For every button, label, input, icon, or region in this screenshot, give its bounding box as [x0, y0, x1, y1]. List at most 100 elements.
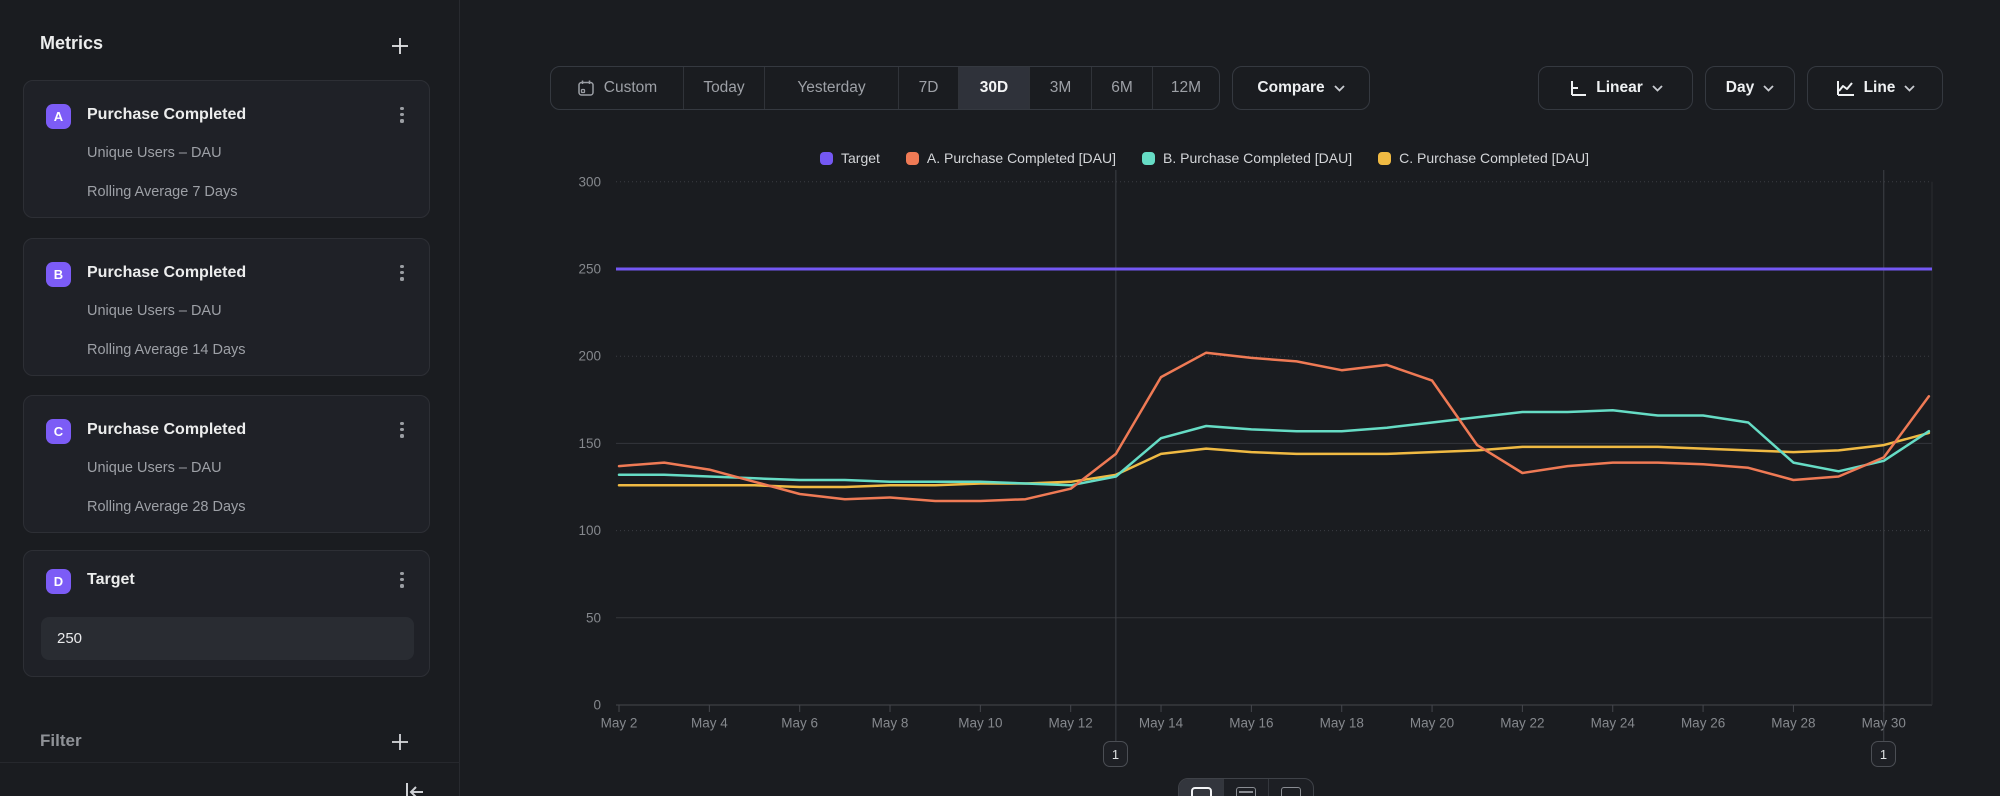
x-tick-label: May 28: [1771, 716, 1815, 731]
metric-measure[interactable]: Unique Users – DAU: [87, 460, 222, 476]
series-line-a: [617, 351, 1931, 503]
view-toggle-chart-table[interactable]: [1223, 779, 1268, 796]
y-tick-label: 300: [578, 174, 601, 189]
scale-label: Linear: [1596, 79, 1643, 96]
metric-card-b[interactable]: B Purchase Completed Unique Users – DAU …: [23, 238, 430, 376]
range-label: Today: [703, 79, 745, 96]
metric-rolling[interactable]: Rolling Average 28 Days: [87, 499, 246, 515]
range-label: Custom: [603, 79, 658, 96]
x-tick-label: May 8: [872, 716, 909, 731]
metric-badge: D: [46, 569, 71, 594]
legend-swatch: [1142, 151, 1156, 165]
plus-icon: [392, 734, 408, 750]
x-tick-label: May 10: [958, 716, 1002, 731]
legend-label: B. Purchase Completed [DAU]: [1163, 150, 1353, 166]
y-tick-label: 200: [578, 349, 601, 364]
x-tick-label: May 24: [1591, 716, 1636, 731]
date-range-control: Custom Today Yesterday 7D 30D 3M 6M 12M: [550, 66, 1220, 110]
y-tick-label: 250: [578, 262, 601, 277]
y-tick-label: 50: [586, 610, 601, 625]
y-tick-label: 0: [593, 698, 601, 713]
x-tick-label: May 12: [1049, 716, 1093, 731]
view-toggle-table[interactable]: [1268, 779, 1313, 796]
x-tick-label: May 26: [1681, 716, 1725, 731]
x-tick-label: May 16: [1229, 716, 1273, 731]
add-filter-button[interactable]: [389, 731, 411, 753]
scale-select-button[interactable]: Linear: [1538, 66, 1693, 110]
kebab-menu-icon[interactable]: [395, 422, 409, 444]
range-button-3m[interactable]: 3M: [1029, 67, 1091, 109]
line-chart-icon: [1836, 81, 1854, 96]
range-button-yesterday[interactable]: Yesterday: [764, 67, 898, 109]
range-label: 3M: [1049, 79, 1072, 96]
chevron-down-icon: [1763, 84, 1774, 92]
kebab-menu-icon[interactable]: [395, 572, 409, 594]
filter-title: Filter: [40, 731, 82, 750]
sidebar: Metrics A Purchase Completed Unique User…: [0, 0, 460, 796]
compare-label: Compare: [1257, 79, 1325, 96]
range-button-7d[interactable]: 7D: [898, 67, 958, 109]
y-tick-label: 150: [578, 436, 601, 451]
metric-rolling[interactable]: Rolling Average 7 Days: [87, 184, 238, 200]
compare-button[interactable]: Compare: [1232, 66, 1370, 110]
y-tick-label: 100: [578, 523, 601, 538]
interval-select-button[interactable]: Day: [1705, 66, 1795, 110]
chevron-down-icon: [1904, 84, 1916, 92]
collapse-left-icon: [406, 783, 423, 796]
chevron-down-icon: [1652, 84, 1663, 92]
metric-title: Purchase Completed: [87, 264, 247, 281]
legend-label: A. Purchase Completed [DAU]: [926, 150, 1117, 166]
linear-axis-icon: [1571, 80, 1587, 96]
metric-title: Purchase Completed: [87, 106, 247, 123]
metrics-title: Metrics: [40, 33, 104, 53]
legend-item[interactable]: Target: [820, 150, 880, 166]
range-button-30d[interactable]: 30D: [958, 67, 1029, 109]
series-line-b: [617, 409, 1931, 487]
range-button-12m[interactable]: 12M: [1152, 67, 1219, 109]
series-line-c: [617, 431, 1931, 489]
target-value-input[interactable]: [41, 617, 414, 660]
view-toggle-chart[interactable]: [1179, 779, 1223, 796]
metric-card-a[interactable]: A Purchase Completed Unique Users – DAU …: [23, 80, 430, 218]
calendar-icon: [578, 80, 594, 96]
legend-swatch: [905, 151, 919, 165]
x-tick-label: May 6: [781, 716, 818, 731]
kebab-menu-icon[interactable]: [395, 265, 409, 287]
kebab-menu-icon[interactable]: [395, 107, 409, 129]
interval-label: Day: [1725, 79, 1755, 96]
range-button-today[interactable]: Today: [683, 67, 764, 109]
metric-badge: B: [46, 262, 71, 287]
annotation-badge[interactable]: 1: [1103, 741, 1128, 767]
table-view-icon: [1281, 787, 1301, 796]
target-card[interactable]: D Target: [23, 550, 430, 677]
legend-item[interactable]: C. Purchase Completed [DAU]: [1378, 150, 1589, 166]
range-button-6m[interactable]: 6M: [1091, 67, 1152, 109]
add-metric-button[interactable]: [389, 35, 411, 57]
legend-item[interactable]: A. Purchase Completed [DAU]: [905, 150, 1117, 166]
collapse-sidebar-button[interactable]: [402, 780, 426, 796]
legend-swatch: [1378, 151, 1392, 165]
metric-rolling[interactable]: Rolling Average 14 Days: [87, 342, 246, 358]
chart-type-select-button[interactable]: Line: [1807, 66, 1943, 110]
chart-table-view-icon: [1236, 787, 1256, 796]
range-label: 7D: [918, 79, 939, 96]
range-label: Yesterday: [797, 79, 866, 96]
legend-label: C. Purchase Completed [DAU]: [1399, 150, 1589, 166]
metric-title: Purchase Completed: [87, 421, 247, 438]
metric-measure[interactable]: Unique Users – DAU: [87, 145, 222, 161]
chart-type-label: Line: [1863, 79, 1896, 96]
legend-swatch: [820, 151, 833, 165]
range-label: 30D: [979, 79, 1009, 96]
target-title: Target: [87, 571, 135, 588]
legend-item[interactable]: B. Purchase Completed [DAU]: [1142, 150, 1352, 166]
chart-view-icon: [1190, 787, 1212, 796]
x-tick-label: May 30: [1862, 716, 1906, 731]
view-toggle: [1178, 778, 1314, 796]
metric-measure[interactable]: Unique Users – DAU: [87, 303, 222, 319]
x-tick-label: May 22: [1500, 716, 1544, 731]
x-tick-label: May 20: [1410, 716, 1454, 731]
legend-label: Target: [841, 150, 880, 166]
annotation-badge[interactable]: 1: [1871, 741, 1896, 767]
metric-card-c[interactable]: C Purchase Completed Unique Users – DAU …: [23, 395, 430, 533]
range-button-custom[interactable]: Custom: [551, 67, 683, 109]
